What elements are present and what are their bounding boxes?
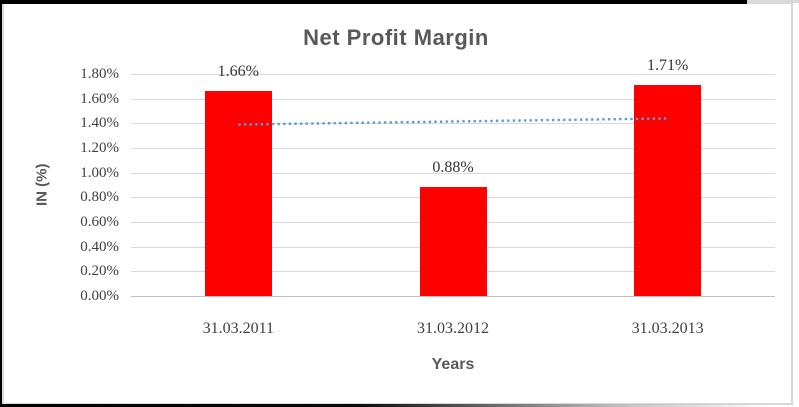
- frame-border-top-right: [747, 0, 799, 3]
- x-tick-label: 31.03.2011: [202, 320, 275, 337]
- y-tick-label: 1.20%: [80, 140, 119, 156]
- y-tick-label: 0.40%: [80, 238, 119, 255]
- gridline: [131, 74, 775, 75]
- y-tick-label: 1.00%: [80, 164, 119, 181]
- bar: [419, 187, 487, 296]
- bar: [204, 91, 272, 296]
- frame-border-top: [0, 0, 747, 4]
- y-tick-label: 1.60%: [80, 90, 119, 107]
- bar-data-label: 1.71%: [646, 57, 689, 75]
- gridline: [131, 98, 775, 100]
- bar: [634, 85, 702, 296]
- x-tick-label: 31.03.2012: [417, 320, 489, 337]
- gridline: [131, 172, 775, 174]
- y-tick-label: 0.60%: [80, 214, 119, 230]
- bar-data-label: 0.88%: [432, 159, 474, 177]
- bar-data-label: 1.66%: [217, 63, 259, 81]
- x-axis-title: Years: [431, 356, 475, 373]
- y-tick-label: 1.40%: [80, 115, 119, 132]
- chart-title: Net Profit Margin: [303, 25, 489, 50]
- frame-border-left: [0, 0, 2, 405]
- y-tick-label: 0.20%: [80, 263, 119, 280]
- frame-border-bottom: [0, 404, 792, 407]
- gridline: [131, 296, 775, 297]
- y-tick-label: 1.80%: [80, 66, 119, 82]
- x-tick-label: 31.03.2013: [631, 320, 704, 337]
- gridline: [131, 148, 775, 149]
- y-tick-label: 0.00%: [80, 288, 119, 304]
- y-tick-label: 0.80%: [80, 189, 119, 206]
